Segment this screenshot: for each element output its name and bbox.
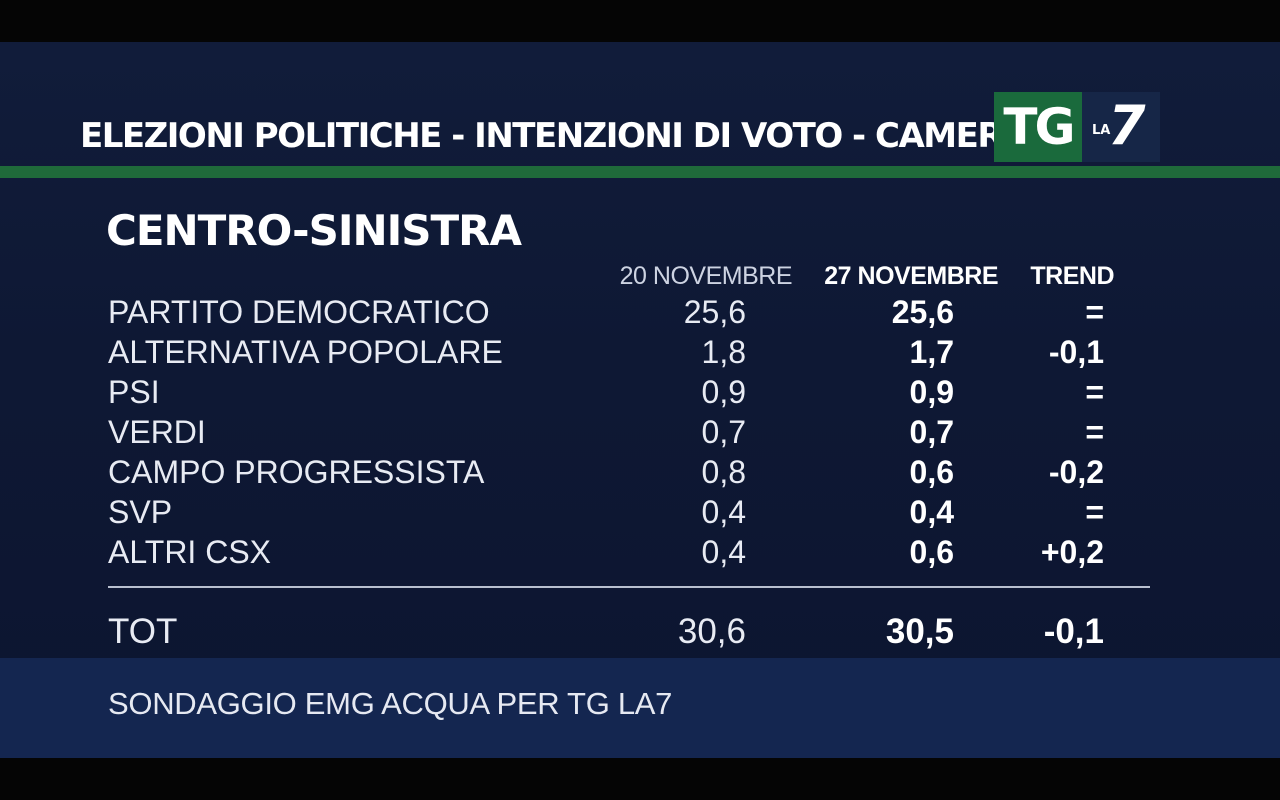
logo-la: LA [1092, 123, 1111, 138]
value-20-novembre: 0,4 [701, 494, 746, 530]
value-20-novembre: 0,7 [701, 414, 746, 450]
logo-la7: LA 7 [1082, 92, 1160, 162]
value-27-novembre: 0,6 [909, 454, 954, 490]
broadcast-screen: ELEZIONI POLITICHE - INTENZIONI DI VOTO … [0, 42, 1280, 758]
trend-value: = [1085, 414, 1104, 450]
table-row: ALTERNATIVA POPOLARE 1,8 1,7 -0,1 [0, 332, 1280, 372]
value-27-novembre: 1,7 [909, 334, 954, 370]
party-name: ALTRI CSX [108, 534, 271, 570]
header-title: ELEZIONI POLITICHE - INTENZIONI DI VOTO … [80, 116, 1028, 156]
table-row: PARTITO DEMOCRATICO 25,6 25,6 = [0, 292, 1280, 332]
total-row: TOT 30,6 30,5 -0,1 [0, 610, 1280, 654]
trend-value: = [1085, 494, 1104, 530]
value-20-novembre: 25,6 [683, 294, 746, 330]
section-title: CENTRO-SINISTRA [106, 206, 522, 255]
value-27-novembre: 0,4 [909, 494, 954, 530]
trend-value: +0,2 [1040, 534, 1104, 570]
trend-value: -0,2 [1048, 454, 1104, 490]
logo-tg: TG [994, 92, 1082, 162]
trend-value: = [1085, 294, 1104, 330]
total-label: TOT [108, 612, 178, 651]
total-divider [108, 586, 1150, 588]
trend-value: = [1085, 374, 1104, 410]
letterbox-bottom [0, 758, 1280, 800]
column-header-trend: TREND [1030, 262, 1114, 290]
value-27-novembre: 25,6 [891, 294, 954, 330]
table-row: ALTRI CSX 0,4 0,6 +0,2 [0, 532, 1280, 572]
value-20-novembre: 0,8 [701, 454, 746, 490]
total-27-novembre: 30,5 [885, 612, 954, 651]
value-20-novembre: 0,9 [701, 374, 746, 410]
logo-seven: 7 [1108, 94, 1146, 157]
party-name: PARTITO DEMOCRATICO [108, 294, 490, 330]
party-name: VERDI [108, 414, 206, 450]
value-27-novembre: 0,6 [909, 534, 954, 570]
footer-band: SONDAGGIO EMG ACQUA PER TG LA7 [0, 658, 1280, 758]
column-header-27-novembre: 27 NOVEMBRE [824, 262, 998, 290]
value-20-novembre: 0,4 [701, 534, 746, 570]
trend-value: -0,1 [1048, 334, 1104, 370]
source-caption: SONDAGGIO EMG ACQUA PER TG LA7 [108, 686, 673, 721]
table-row: CAMPO PROGRESSISTA 0,8 0,6 -0,2 [0, 452, 1280, 492]
value-27-novembre: 0,7 [909, 414, 954, 450]
party-name: CAMPO PROGRESSISTA [108, 454, 485, 490]
party-name: SVP [108, 494, 173, 530]
column-header-20-novembre: 20 NOVEMBRE [619, 262, 793, 290]
tg-la7-logo: TG LA 7 [994, 92, 1160, 162]
party-name: ALTERNATIVA POPOLARE [108, 334, 503, 370]
letterbox-top [0, 0, 1280, 42]
header-green-rule [0, 166, 1280, 178]
table-row: VERDI 0,7 0,7 = [0, 412, 1280, 452]
table-row: PSI 0,9 0,9 = [0, 372, 1280, 412]
table-row: SVP 0,4 0,4 = [0, 492, 1280, 532]
value-20-novembre: 1,8 [701, 334, 746, 370]
total-20-novembre: 30,6 [677, 612, 746, 651]
value-27-novembre: 0,9 [909, 374, 954, 410]
total-trend: -0,1 [1043, 612, 1104, 651]
party-name: PSI [108, 374, 160, 410]
